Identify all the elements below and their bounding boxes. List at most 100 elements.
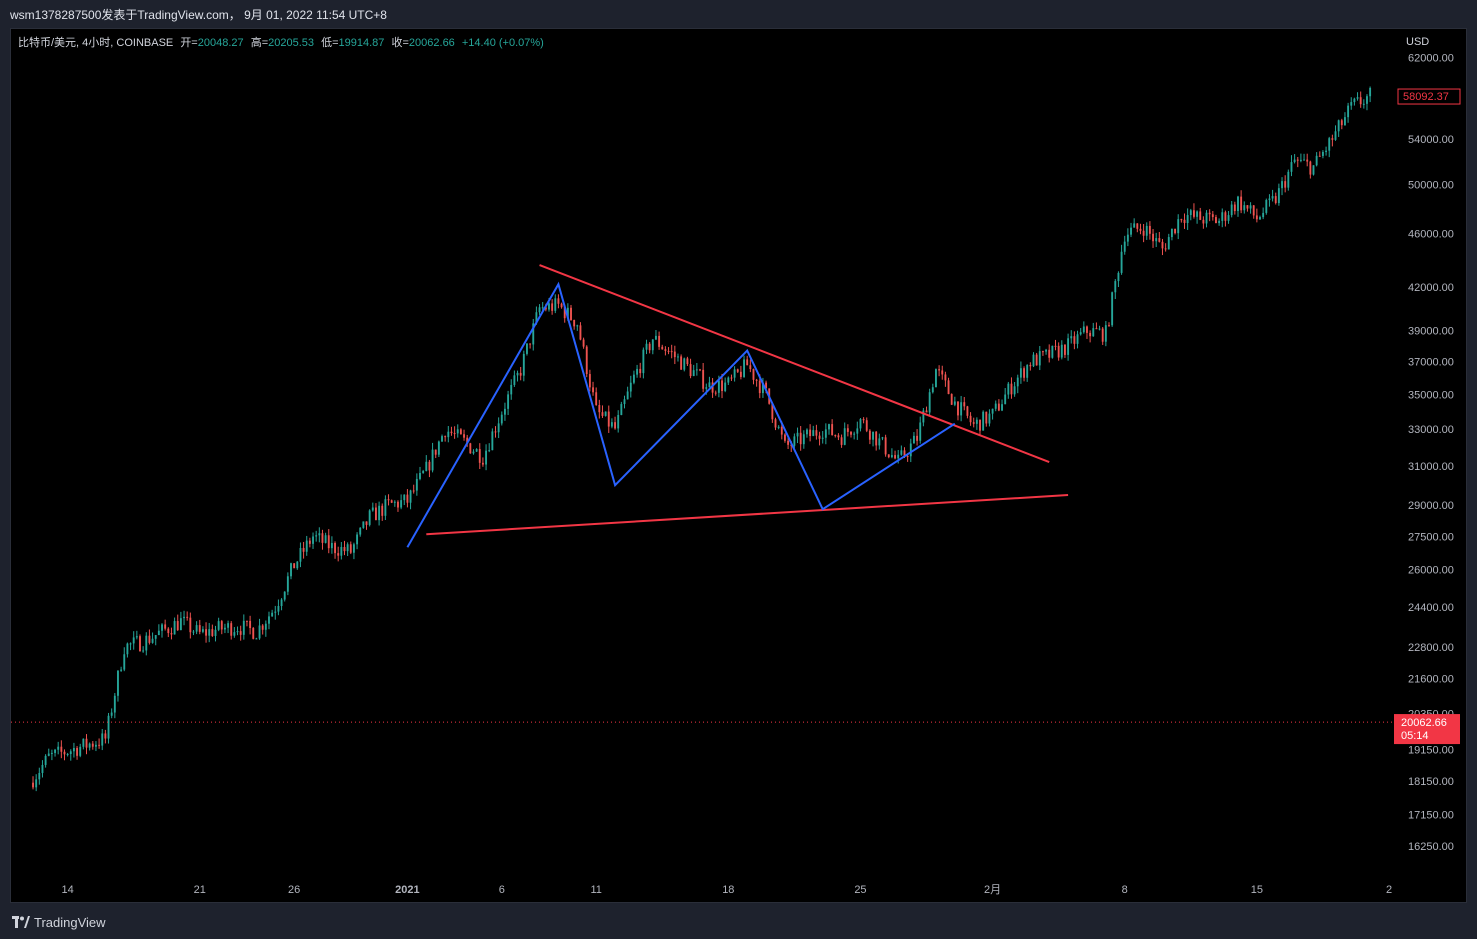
candle-body: [721, 380, 723, 392]
price-tick-label[interactable]: 39000.00: [1408, 326, 1454, 338]
candle-body: [359, 527, 362, 535]
candle-body: [91, 743, 94, 747]
trendline[interactable]: [426, 494, 1069, 536]
candle-body: [95, 744, 97, 747]
price-tick-label[interactable]: 37000.00: [1408, 357, 1454, 369]
candle-body: [208, 629, 211, 636]
candle-body: [1117, 272, 1120, 282]
time-tick-label[interactable]: 8: [1122, 884, 1128, 896]
candle-body: [456, 429, 459, 434]
candle-body: [264, 623, 267, 630]
candle-body: [47, 753, 50, 756]
candle-body: [227, 623, 230, 628]
current-price-tag[interactable]: [1394, 714, 1460, 745]
time-tick-label[interactable]: 2: [1386, 884, 1392, 896]
candle-body: [1230, 204, 1233, 216]
price-tick-label[interactable]: 19150.00: [1408, 744, 1454, 756]
last-price-tag[interactable]: [1397, 88, 1461, 105]
price-tick-label[interactable]: 16250.00: [1408, 841, 1454, 853]
candle-body: [761, 382, 764, 394]
time-tick-label[interactable]: 2月: [984, 884, 1001, 896]
candle-body: [239, 631, 242, 635]
price-tick-label[interactable]: 50000.00: [1408, 179, 1454, 191]
time-tick-label[interactable]: 18: [722, 884, 734, 896]
time-axis[interactable]: 14 21 26 2021 6 11 18 25 2月 8 15 2: [62, 884, 1393, 896]
price-tick-label[interactable]: 33000.00: [1408, 424, 1454, 436]
candle-body: [1139, 228, 1142, 231]
candle-body: [856, 428, 859, 434]
price-tick-label[interactable]: 26000.00: [1408, 564, 1454, 576]
time-tick-label[interactable]: 14: [62, 884, 74, 896]
candle-body: [400, 500, 403, 508]
zigzag-pattern[interactable]: [406, 281, 956, 548]
candle-body: [651, 339, 654, 351]
price-tick-label[interactable]: 54000.00: [1408, 134, 1454, 146]
candle-body: [941, 370, 944, 375]
drawing-annotations[interactable]: [11, 264, 1394, 723]
time-tick-label[interactable]: 11: [590, 884, 601, 896]
candle-body: [35, 779, 38, 788]
candle-body: [274, 611, 277, 613]
symbol-name[interactable]: 比特币/美元, 4小时, COINBASE: [18, 37, 174, 49]
candle-body: [859, 419, 862, 429]
time-tick-label[interactable]: 21: [194, 884, 206, 896]
price-tick-label[interactable]: 18150.00: [1408, 776, 1454, 788]
time-tick-label[interactable]: 26: [288, 884, 300, 896]
candle-body: [645, 343, 648, 350]
candle-body: [503, 408, 506, 415]
price-tick-label[interactable]: 17150.00: [1408, 809, 1454, 821]
candle-body: [1189, 210, 1192, 216]
candle-body: [321, 533, 324, 543]
candle-body: [1243, 205, 1246, 211]
price-tick-label[interactable]: 29000.00: [1408, 500, 1454, 512]
price-tick-label[interactable]: 22800.00: [1408, 642, 1454, 654]
price-tick-label[interactable]: 46000.00: [1408, 228, 1454, 240]
candle-body: [459, 429, 462, 435]
time-tick-label[interactable]: 25: [854, 884, 866, 896]
candle-body: [1111, 292, 1114, 326]
candle-body: [305, 540, 308, 552]
candle-body: [636, 368, 639, 375]
price-tick-label[interactable]: 27500.00: [1408, 531, 1454, 543]
footer-brand[interactable]: TradingView: [34, 914, 106, 930]
price-chart[interactable]: USD 62000.00 54000.00 50000.00 46000.00 42000…: [11, 29, 1468, 904]
trendline[interactable]: [539, 264, 1050, 463]
candle-body: [1082, 326, 1085, 333]
candle-body: [881, 437, 884, 439]
candle-body: [887, 454, 890, 458]
candle-body: [620, 404, 623, 416]
symbol-legend: 比特币/美元, 4小时, COINBASE 开=20048.27 高=20205…: [18, 34, 544, 50]
candle-body: [714, 392, 717, 394]
candle-body: [938, 369, 941, 371]
candle-body: [69, 751, 72, 755]
price-axis[interactable]: USD 62000.00 54000.00 50000.00 46000.00 42000…: [1394, 36, 1461, 853]
tradingview-logo-icon[interactable]: [12, 916, 30, 928]
candle-body: [1029, 365, 1032, 367]
candle-body: [784, 434, 786, 441]
candle-body: [236, 631, 239, 633]
candle-body: [142, 650, 145, 652]
candle-body: [318, 533, 321, 536]
price-tick-label[interactable]: 21600.00: [1408, 674, 1454, 686]
price-tick-label[interactable]: 62000.00: [1408, 53, 1454, 65]
time-tick-label[interactable]: 2021: [395, 884, 419, 896]
candle-body: [189, 617, 192, 633]
candle-body: [806, 429, 808, 435]
chart-pane[interactable]: USD 62000.00 54000.00 50000.00 46000.00 42000…: [10, 28, 1467, 903]
price-tick-label[interactable]: 31000.00: [1408, 461, 1454, 473]
candle-body: [60, 746, 63, 752]
candle-body: [560, 303, 563, 308]
price-tick-label[interactable]: 42000.00: [1408, 282, 1454, 294]
candle-body: [437, 441, 440, 455]
candle-body: [117, 670, 119, 696]
candle-body: [419, 472, 421, 479]
price-tick-label[interactable]: 24400.00: [1408, 602, 1454, 614]
candle-body: [293, 563, 296, 569]
candle-body: [834, 435, 837, 437]
price-axis-currency[interactable]: USD: [1406, 36, 1429, 48]
candle-body: [957, 401, 959, 416]
price-tick-label[interactable]: 35000.00: [1408, 389, 1454, 401]
candle-body: [362, 521, 365, 528]
time-tick-label[interactable]: 6: [499, 884, 505, 896]
time-tick-label[interactable]: 15: [1251, 884, 1263, 896]
